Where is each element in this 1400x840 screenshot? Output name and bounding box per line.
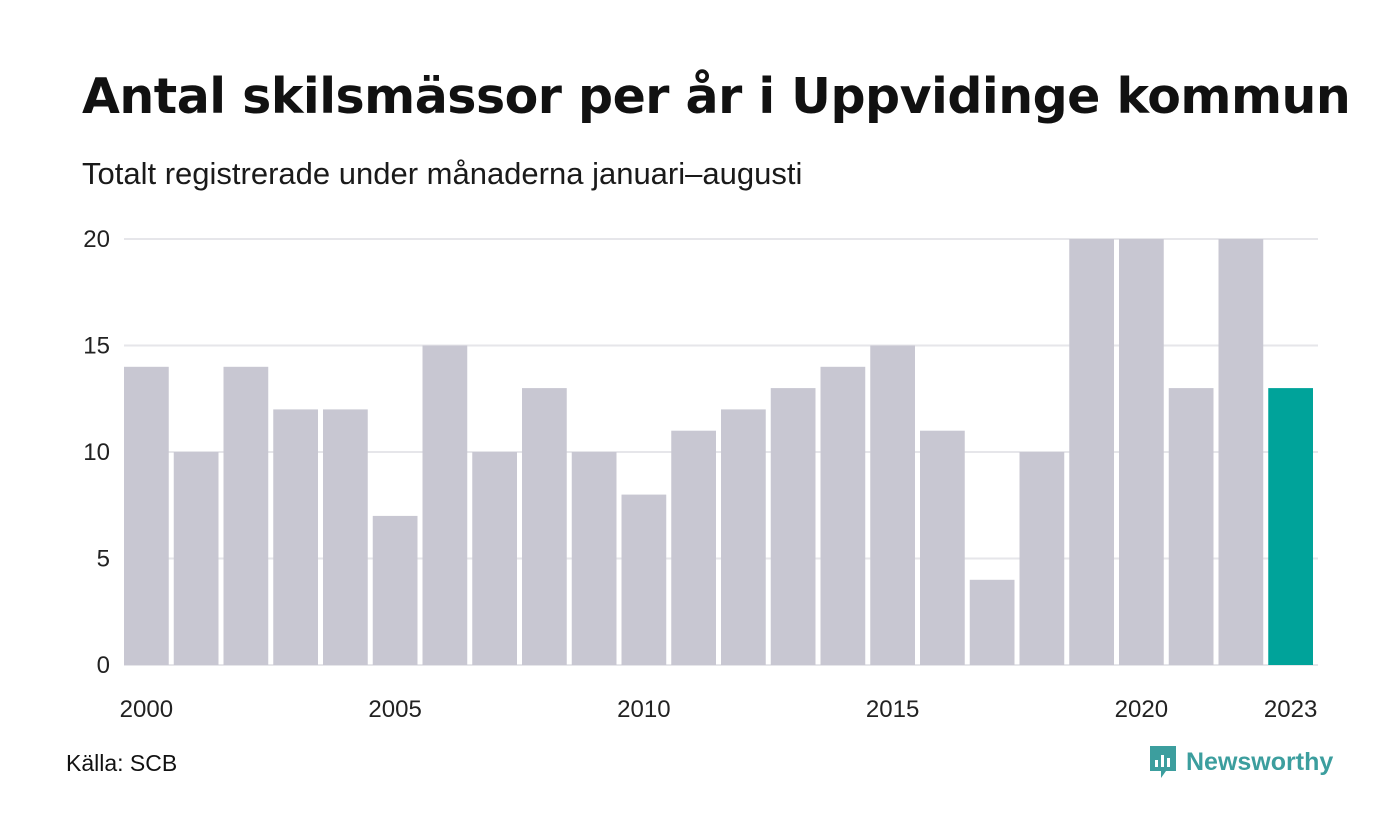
bar-2010	[621, 494, 667, 665]
bar-chart: 0 5 10 15 20 2000 2005 2010 2015 2020 2023	[83, 226, 1318, 723]
x-tick-label: 2005	[368, 696, 421, 723]
bar-2011	[671, 430, 716, 665]
bar-2018	[1019, 452, 1065, 665]
y-tick-label: 10	[83, 439, 110, 466]
bar-2002	[223, 366, 269, 665]
x-tick-label: 2023	[1264, 696, 1317, 723]
newsworthy-logo-icon	[1150, 746, 1176, 778]
y-tick-label: 0	[97, 652, 110, 679]
bar-2006	[422, 345, 468, 665]
bar-2014	[820, 366, 866, 665]
bar-2008	[522, 388, 567, 665]
bar-2001	[173, 452, 219, 665]
brand-name: Newsworthy	[1186, 747, 1334, 776]
bar-2009	[571, 452, 617, 665]
bar-2013	[770, 388, 816, 665]
bar-2021	[1168, 388, 1214, 665]
bar-2023	[1268, 388, 1313, 665]
bar-2007	[472, 452, 517, 665]
bar-2019	[1069, 239, 1114, 665]
bar-2017	[969, 579, 1015, 665]
bar-2012	[721, 409, 766, 665]
chart-title: Antal skilsmässor per år i Uppvidinge ko…	[82, 68, 1351, 125]
brand-logo[interactable]: Newsworthy	[1148, 744, 1333, 780]
bar-2000	[124, 366, 169, 665]
bar-2020	[1119, 239, 1164, 665]
y-tick-label: 15	[83, 333, 110, 360]
bar-2003	[273, 409, 318, 665]
bar-2022	[1218, 239, 1264, 665]
y-tick-label: 5	[97, 546, 110, 573]
bar-2004	[323, 409, 368, 665]
x-tick-label: 2015	[866, 696, 919, 723]
x-tick-label: 2020	[1115, 696, 1168, 723]
bar-2016	[920, 430, 965, 665]
x-tick-label: 2000	[120, 696, 173, 723]
y-tick-label: 20	[83, 226, 110, 253]
x-tick-label: 2010	[617, 696, 670, 723]
bar-2005	[372, 515, 418, 665]
chart-subtitle: Totalt registrerade under månaderna janu…	[82, 156, 803, 191]
source-note: Källa: SCB	[66, 750, 178, 776]
bar-2015	[870, 345, 915, 665]
